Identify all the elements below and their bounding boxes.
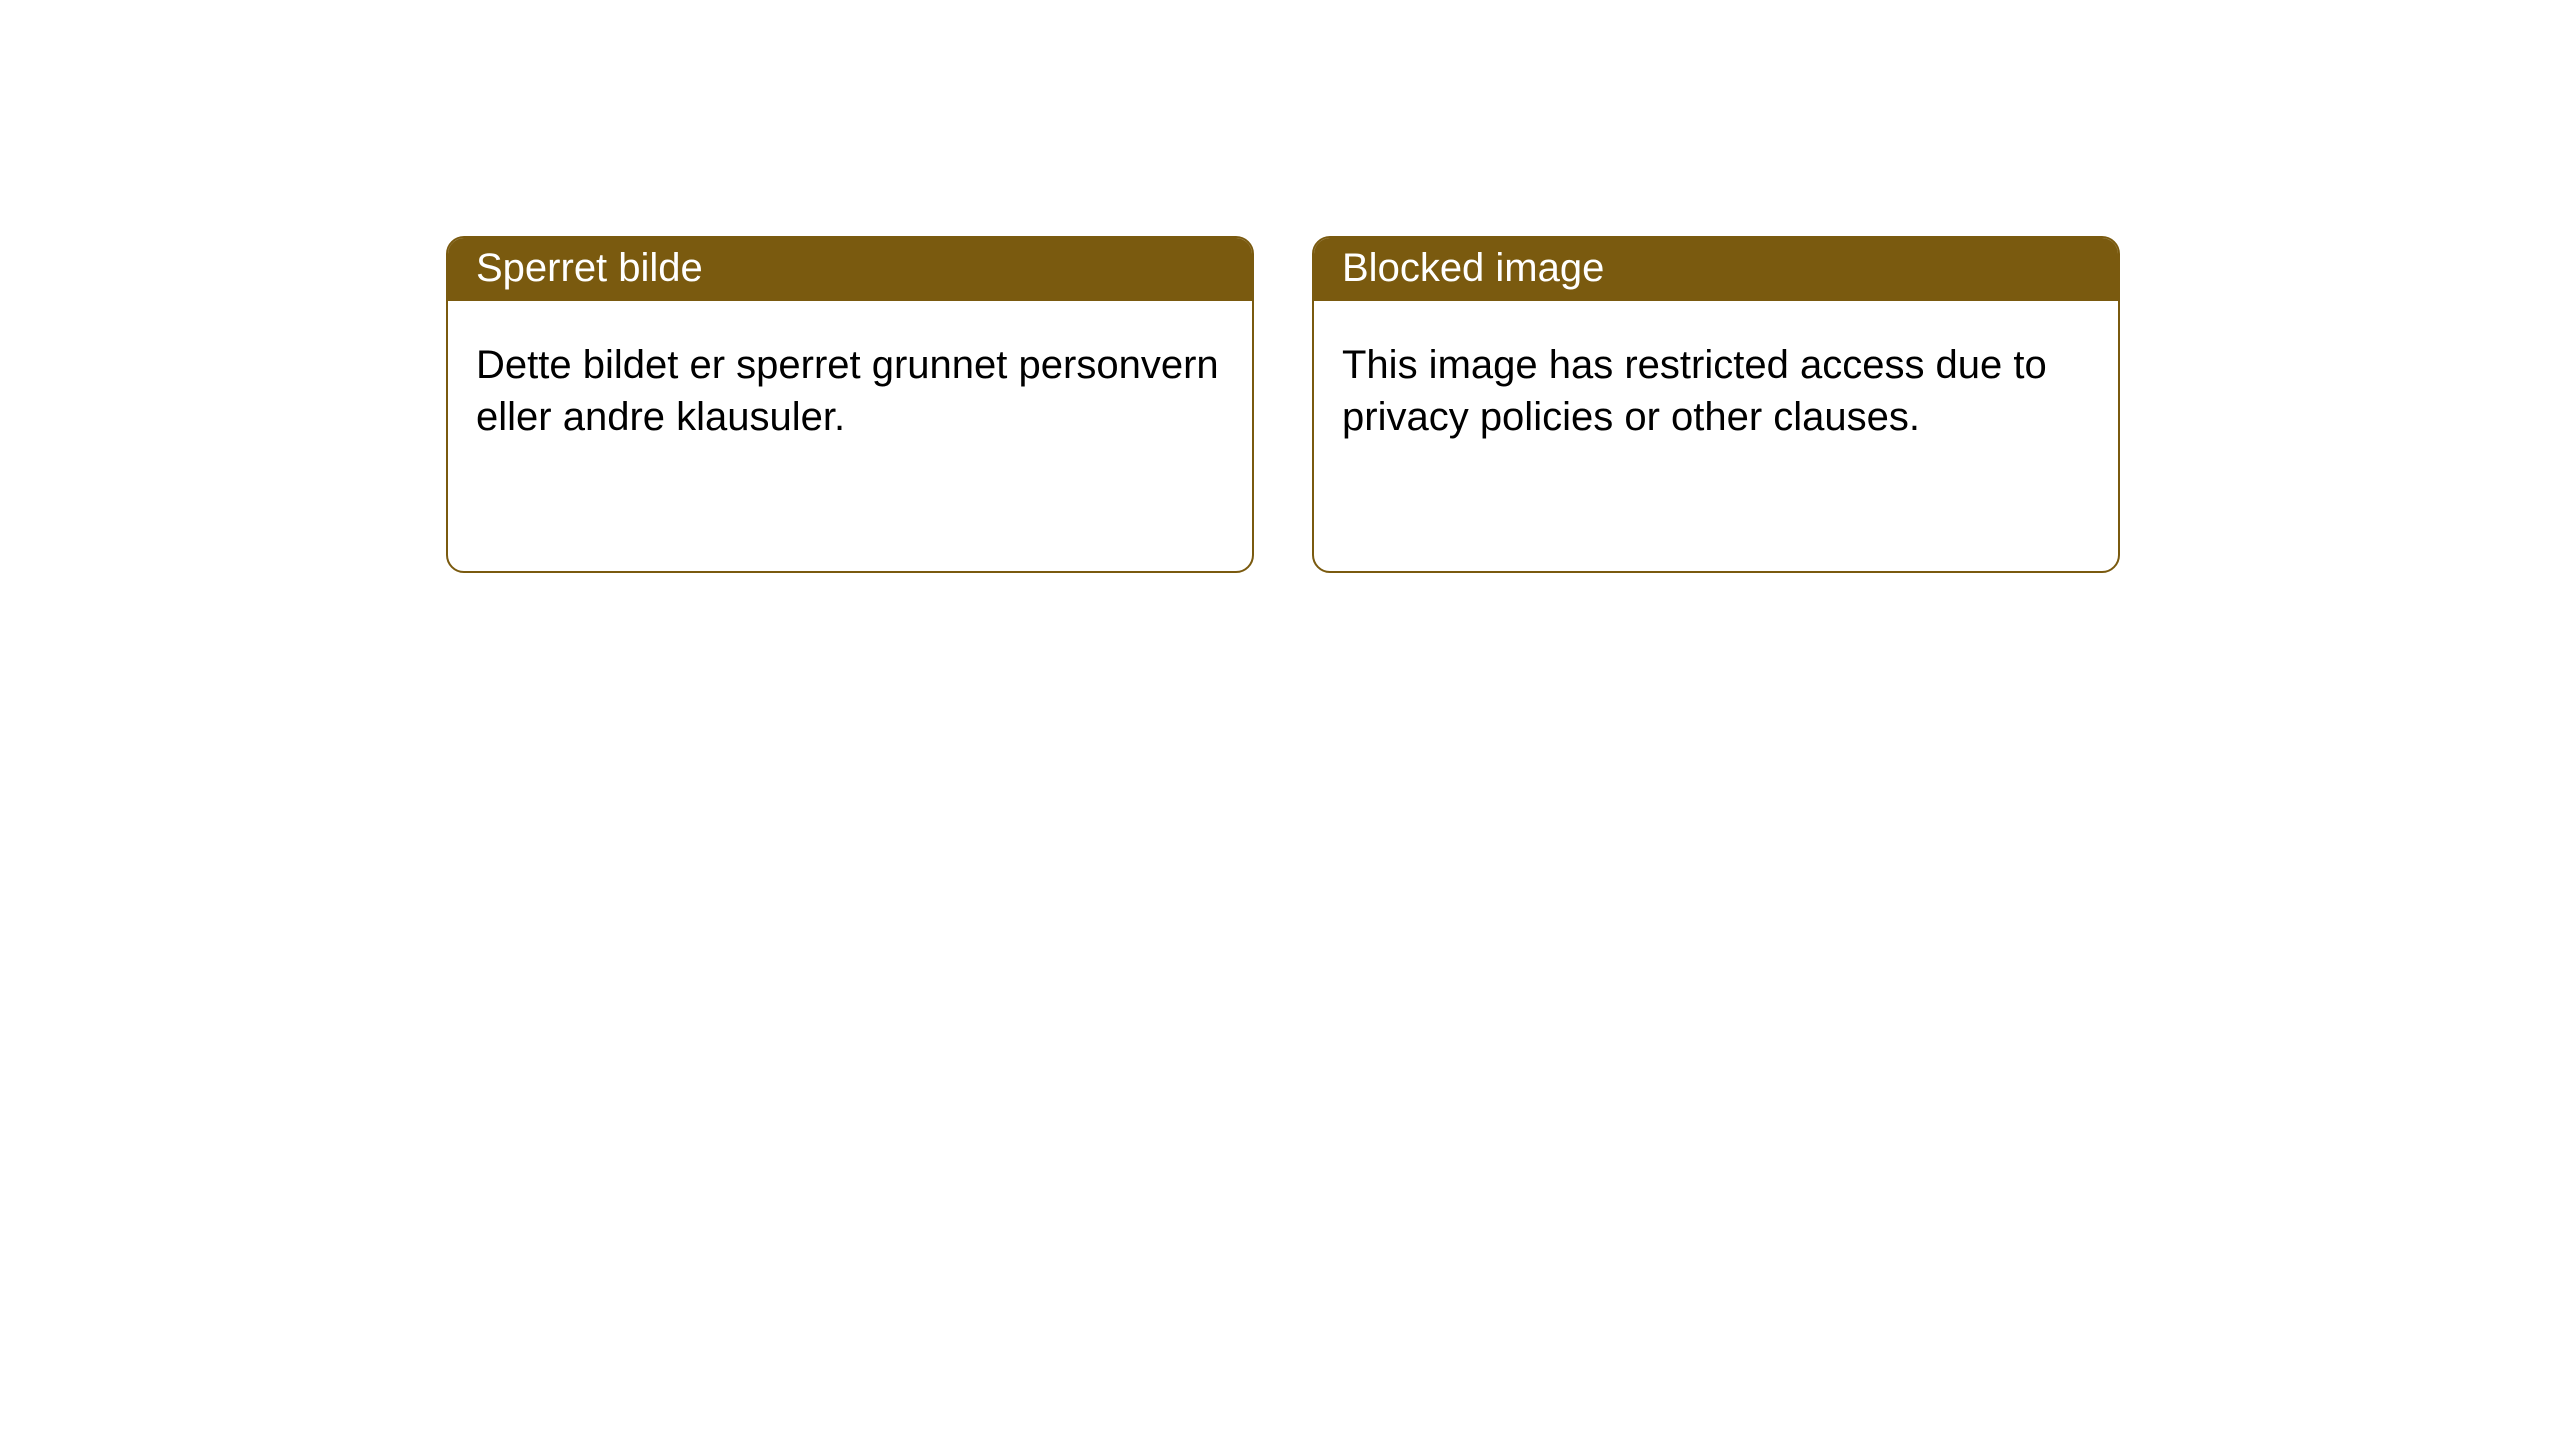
notice-title-en: Blocked image (1314, 238, 2118, 301)
notice-body-nb: Dette bildet er sperret grunnet personve… (448, 301, 1252, 571)
notice-body-en: This image has restricted access due to … (1314, 301, 2118, 571)
notice-container: Sperret bilde Dette bildet er sperret gr… (0, 0, 2560, 573)
notice-title-nb: Sperret bilde (448, 238, 1252, 301)
notice-card-nb: Sperret bilde Dette bildet er sperret gr… (446, 236, 1254, 573)
notice-card-en: Blocked image This image has restricted … (1312, 236, 2120, 573)
